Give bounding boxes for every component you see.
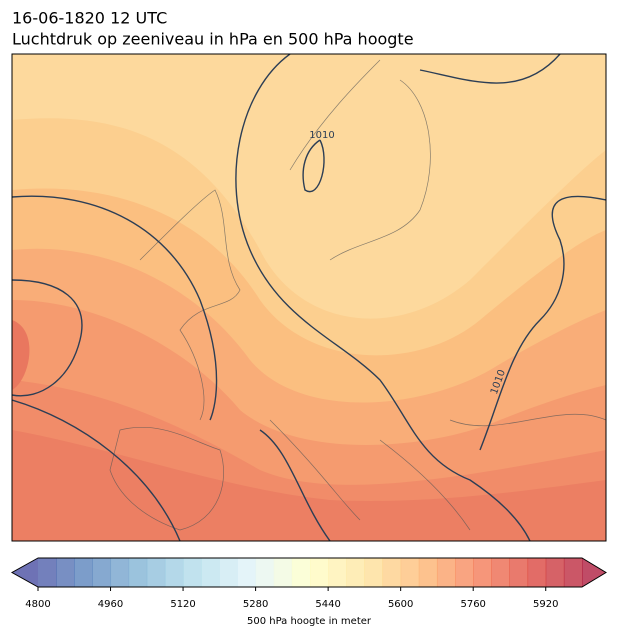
colorbar-segment: [255, 558, 275, 587]
colorbar-segment: [545, 558, 565, 587]
colorbar-segment: [455, 558, 474, 587]
colorbar-segment: [74, 558, 93, 587]
colorbar-tick-label: 5280: [243, 599, 268, 610]
colorbar-segment: [491, 558, 510, 587]
colorbar-segment: [382, 558, 402, 587]
colorbar-segment: [201, 558, 220, 587]
contour-label: 1010: [309, 130, 334, 141]
colorbar-segment: [110, 558, 130, 587]
colorbar-segment: [38, 558, 57, 587]
colorbar-segment: [436, 558, 456, 587]
colorbar-segment: [164, 558, 184, 587]
colorbar-segment: [346, 558, 365, 587]
colorbar-tick-label: 4960: [98, 599, 123, 610]
colorbar-segment: [92, 558, 112, 587]
colorbar-segment: [146, 558, 166, 587]
colorbar-tick-label: 5760: [460, 599, 485, 610]
colorbar: 4800 4960 5120 5280 5440 5600 5760 5920: [10, 557, 607, 610]
colorbar-segment: [418, 558, 438, 587]
colorbar-segment: [310, 558, 329, 587]
title: Luchtdruk op zeeniveau in hPa en 500 hPa…: [12, 30, 414, 49]
date-line: 16-06-1820 12 UTC: [12, 9, 167, 28]
colorbar-segment: [219, 558, 238, 587]
colorbar-frame: [10, 557, 607, 588]
colorbar-tick-label: 5120: [170, 599, 195, 610]
colorbar-tick-label: 5920: [533, 599, 558, 610]
colorbar-segment: [400, 558, 420, 587]
colorbar-extend-low: [12, 558, 38, 587]
map-frame: [11, 53, 607, 542]
colorbar-segment: [128, 558, 148, 587]
colorbar-segment: [563, 558, 583, 587]
colorbar-segment: [183, 558, 202, 587]
colorbar-label: 500 hPa hoogte in meter: [247, 616, 372, 627]
colorbar-segment: [291, 558, 311, 587]
colorbar-segment: [56, 558, 75, 587]
colorbar-segment: [273, 558, 293, 587]
colorbar-tick-label: 5600: [388, 599, 413, 610]
colorbar-tick-label: 4800: [25, 599, 50, 610]
colorbar-segment: [527, 558, 547, 587]
colorbar-extend-high: [582, 558, 606, 587]
colorbar-segment: [473, 558, 492, 587]
colorbar-segment: [364, 558, 384, 587]
colorbar-segment: [237, 558, 257, 587]
colorbar-tick-label: 5440: [315, 599, 340, 610]
colorbar-segment: [509, 558, 529, 587]
colorbar-segment: [328, 558, 347, 587]
map: 1010 1010: [12, 54, 606, 541]
